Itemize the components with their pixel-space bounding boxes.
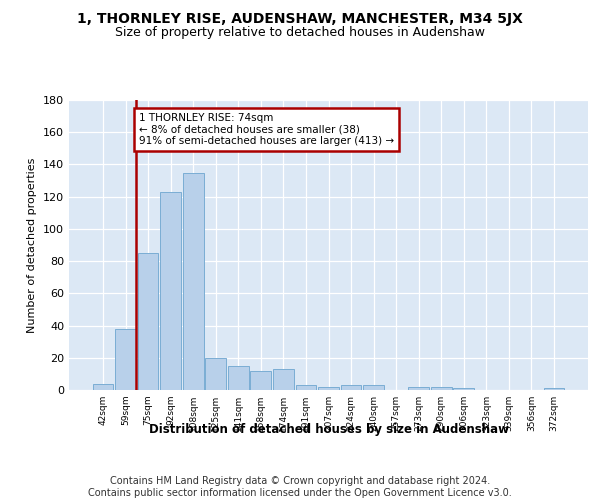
Bar: [409, 387, 429, 390]
Bar: [341, 385, 361, 390]
Bar: [183, 172, 203, 390]
Bar: [318, 387, 339, 390]
Bar: [454, 388, 474, 390]
Bar: [273, 369, 294, 390]
Bar: [92, 384, 113, 390]
Bar: [160, 192, 181, 390]
Text: 1, THORNLEY RISE, AUDENSHAW, MANCHESTER, M34 5JX: 1, THORNLEY RISE, AUDENSHAW, MANCHESTER,…: [77, 12, 523, 26]
Bar: [115, 329, 136, 390]
Text: 1 THORNLEY RISE: 74sqm
← 8% of detached houses are smaller (38)
91% of semi-deta: 1 THORNLEY RISE: 74sqm ← 8% of detached …: [139, 113, 394, 146]
Text: Size of property relative to detached houses in Audenshaw: Size of property relative to detached ho…: [115, 26, 485, 39]
Bar: [296, 385, 316, 390]
Bar: [250, 370, 271, 390]
Bar: [431, 387, 452, 390]
Bar: [544, 388, 565, 390]
Text: Distribution of detached houses by size in Audenshaw: Distribution of detached houses by size …: [149, 422, 509, 436]
Bar: [363, 385, 384, 390]
Text: Contains HM Land Registry data © Crown copyright and database right 2024.
Contai: Contains HM Land Registry data © Crown c…: [88, 476, 512, 498]
Y-axis label: Number of detached properties: Number of detached properties: [28, 158, 37, 332]
Bar: [137, 253, 158, 390]
Bar: [205, 358, 226, 390]
Bar: [228, 366, 248, 390]
